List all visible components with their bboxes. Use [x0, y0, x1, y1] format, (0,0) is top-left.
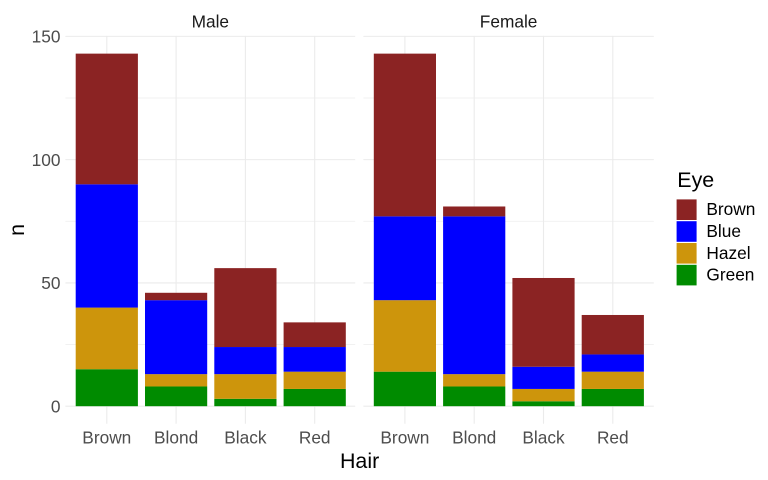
svg-text:Black: Black — [522, 428, 565, 448]
svg-text:Brown: Brown — [706, 199, 755, 219]
svg-text:n: n — [5, 224, 29, 236]
svg-text:150: 150 — [32, 27, 61, 47]
svg-text:Brown: Brown — [380, 428, 429, 448]
svg-text:Blond: Blond — [452, 428, 496, 448]
svg-text:Female: Female — [480, 12, 538, 32]
svg-text:Eye: Eye — [677, 168, 714, 192]
svg-text:50: 50 — [41, 273, 60, 293]
svg-text:Blond: Blond — [154, 428, 198, 448]
svg-text:Black: Black — [224, 428, 267, 448]
svg-text:Male: Male — [192, 12, 229, 32]
svg-text:Red: Red — [597, 428, 629, 448]
svg-text:Red: Red — [299, 428, 331, 448]
svg-text:100: 100 — [32, 150, 61, 170]
svg-text:0: 0 — [51, 397, 61, 417]
svg-text:Hazel: Hazel — [706, 243, 750, 263]
svg-text:Blue: Blue — [706, 221, 741, 241]
svg-text:Hair: Hair — [340, 449, 379, 473]
svg-text:Brown: Brown — [82, 428, 131, 448]
svg-text:Green: Green — [706, 265, 754, 285]
